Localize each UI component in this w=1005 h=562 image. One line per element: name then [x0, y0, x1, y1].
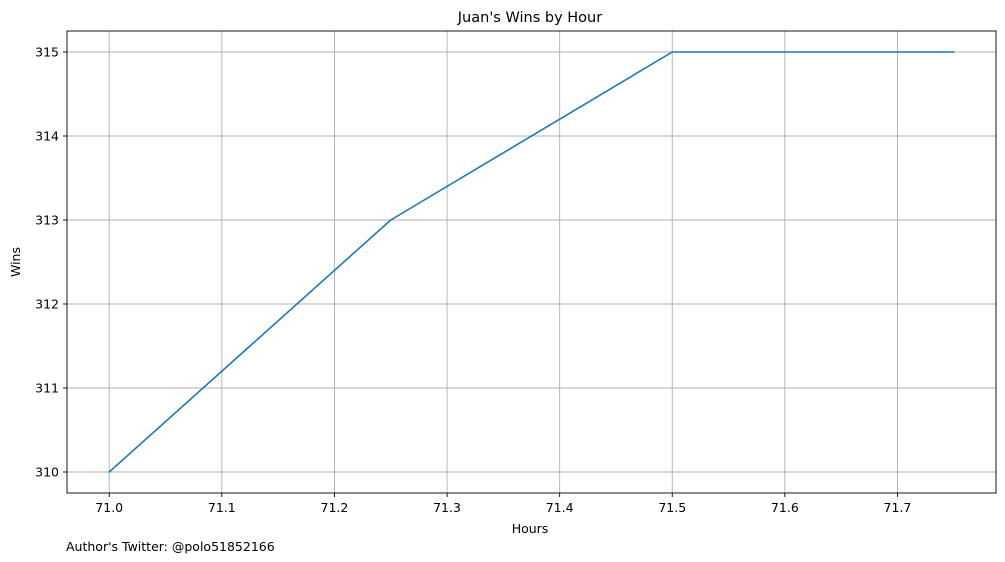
y-tick-label: 314 — [35, 129, 59, 144]
x-tick-label: 71.7 — [884, 500, 912, 515]
y-tick-label: 313 — [35, 213, 59, 228]
x-tick-label: 71.2 — [321, 500, 349, 515]
x-tick-label: 71.1 — [208, 500, 236, 515]
x-tick-label: 71.6 — [771, 500, 799, 515]
plot-series — [108, 51, 955, 474]
y-tick-label: 315 — [35, 45, 59, 60]
x-tick-label: 71.0 — [95, 500, 123, 515]
y-tick-label: 311 — [35, 381, 59, 396]
y-tick-label: 312 — [35, 297, 59, 312]
plot-area-frame — [66, 30, 997, 494]
y-tick-label: 310 — [35, 465, 59, 480]
x-tick-label: 71.5 — [658, 500, 686, 515]
axis-ticks: 71.0 71.1 71.2 71.3 71.4 71.5 71.6 71.7 310 311 31… — [35, 45, 911, 516]
x-tick-label: 71.4 — [546, 500, 574, 515]
series-line — [108, 51, 955, 474]
x-axis-label: Hours — [512, 521, 549, 536]
chart-title: Juan's Wins by Hour — [457, 10, 602, 26]
x-tick-label: 71.3 — [433, 500, 461, 515]
y-axis-label: Wins — [8, 247, 23, 277]
author-footnote: Author's Twitter: @polo51852166 — [66, 539, 275, 554]
